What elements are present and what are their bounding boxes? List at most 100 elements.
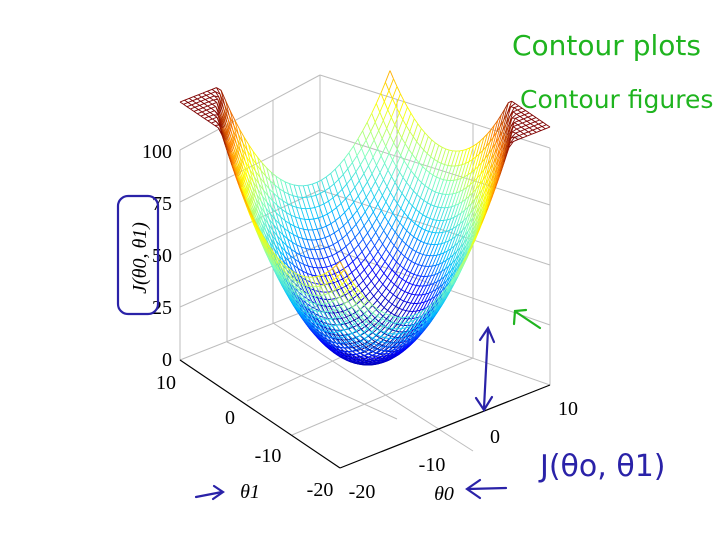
surface-mesh-line — [452, 242, 459, 256]
surface-mesh-line — [324, 292, 329, 296]
surface-mesh-line — [265, 175, 271, 182]
surface-mesh-line — [405, 197, 410, 203]
surface-mesh-line — [411, 141, 418, 155]
surface-mesh-line — [411, 323, 416, 331]
surface-mesh-line — [381, 294, 386, 299]
surface-mesh-line — [353, 145, 358, 156]
surface-mesh-line — [380, 303, 385, 308]
surface-mesh-line — [303, 228, 309, 231]
surface-mesh-line — [389, 333, 394, 339]
surface-mesh-line — [340, 203, 346, 213]
surface-mesh-line — [328, 197, 334, 202]
surface-mesh-line — [395, 341, 401, 344]
surface-mesh-line — [334, 286, 339, 291]
surface-mesh-line — [489, 153, 496, 170]
surface-mesh-line — [293, 285, 299, 296]
surface-mesh-line — [330, 278, 335, 282]
surface-mesh-line — [385, 287, 391, 292]
surface-mesh-line — [444, 194, 450, 208]
surface-mesh-line — [286, 278, 292, 290]
surface-mesh-line — [188, 96, 194, 99]
surface-mesh-line — [362, 280, 368, 287]
surface-mesh-line — [471, 233, 478, 244]
surface-mesh-line — [322, 303, 326, 305]
surface-mesh-line — [375, 268, 381, 276]
surface-mesh-line — [345, 334, 349, 337]
surface-mesh-line — [357, 289, 364, 296]
surface-mesh-line — [307, 293, 313, 304]
surface-mesh-line — [341, 337, 347, 343]
surface-mesh-line — [393, 188, 399, 199]
surface-mesh-line — [282, 234, 288, 240]
surface-mesh-line — [334, 289, 341, 298]
surface-mesh-line — [209, 112, 214, 116]
surface-mesh-line — [335, 325, 342, 332]
surface-mesh-line — [475, 173, 482, 190]
surface-mesh-line — [362, 181, 368, 190]
surface-mesh-line — [266, 228, 272, 239]
surface-mesh-line — [465, 184, 471, 200]
surface-mesh-line — [499, 133, 506, 150]
surface-mesh-line — [216, 87, 221, 95]
surface-mesh-line — [258, 183, 263, 197]
surface-mesh-line — [436, 176, 441, 180]
surface-mesh-line — [237, 134, 243, 149]
surface-mesh-line — [214, 125, 219, 129]
surface-mesh-line — [260, 170, 267, 177]
surface-mesh-line — [334, 271, 340, 275]
surface-mesh-line — [531, 131, 537, 135]
surface-mesh-line — [389, 284, 395, 292]
surface-mesh-line — [275, 212, 281, 225]
surface-mesh-line — [450, 216, 455, 220]
surface-mesh-line — [510, 132, 517, 139]
surface-mesh-line — [514, 135, 520, 138]
surface-mesh-line — [354, 320, 359, 325]
surface-mesh-line — [406, 230, 411, 235]
surface-mesh-line — [291, 205, 297, 208]
surface-mesh-line — [221, 133, 226, 146]
surface-mesh-line — [372, 157, 377, 166]
surface-mesh-line — [445, 148, 450, 151]
surface-mesh-line — [404, 321, 410, 324]
surface-mesh-line — [346, 318, 351, 322]
surface-mesh-line — [340, 269, 345, 274]
surface-mesh-line — [316, 310, 322, 320]
surface-mesh-line — [351, 229, 356, 238]
surface-mesh-line — [404, 143, 410, 150]
surface-mesh-line — [340, 347, 346, 353]
surface-mesh-line — [248, 144, 253, 159]
z-tick-label: 50 — [152, 245, 172, 267]
surface-mesh-line — [406, 310, 410, 312]
surface-mesh-line — [212, 116, 218, 120]
surface-mesh-line — [264, 212, 269, 225]
surface-mesh-line — [370, 324, 376, 329]
surface-mesh-line — [351, 330, 356, 334]
surface-mesh-line — [389, 182, 396, 193]
surface-mesh-line — [372, 334, 377, 339]
surface-mesh-line — [330, 173, 335, 184]
surface-mesh-line — [279, 188, 285, 192]
surface-mesh-line — [421, 255, 427, 266]
surface-mesh-line — [388, 301, 393, 305]
surface-mesh-line — [207, 90, 212, 94]
surface-mesh-line — [302, 284, 308, 295]
surface-mesh-line — [397, 279, 403, 288]
surface-mesh-line — [462, 238, 468, 251]
surface-mesh-line — [511, 100, 516, 104]
surface-mesh-line — [362, 238, 367, 247]
surface-mesh-line — [464, 174, 469, 178]
surface-mesh-line — [398, 276, 403, 280]
surface-mesh-line — [344, 207, 350, 213]
surface-mesh-line — [308, 293, 313, 302]
surface-mesh-line — [395, 265, 401, 274]
surface-mesh-line — [462, 148, 467, 151]
surface-mesh-line — [209, 110, 215, 113]
surface-mesh-line — [341, 283, 348, 292]
surface-mesh-line — [413, 294, 420, 304]
surface-mesh-line — [284, 251, 290, 262]
surface-mesh-line — [325, 176, 331, 188]
surface-mesh-line — [317, 295, 323, 305]
surface-mesh-line — [522, 120, 528, 124]
surface-mesh-line — [432, 161, 439, 176]
surface-mesh-line — [526, 118, 532, 122]
